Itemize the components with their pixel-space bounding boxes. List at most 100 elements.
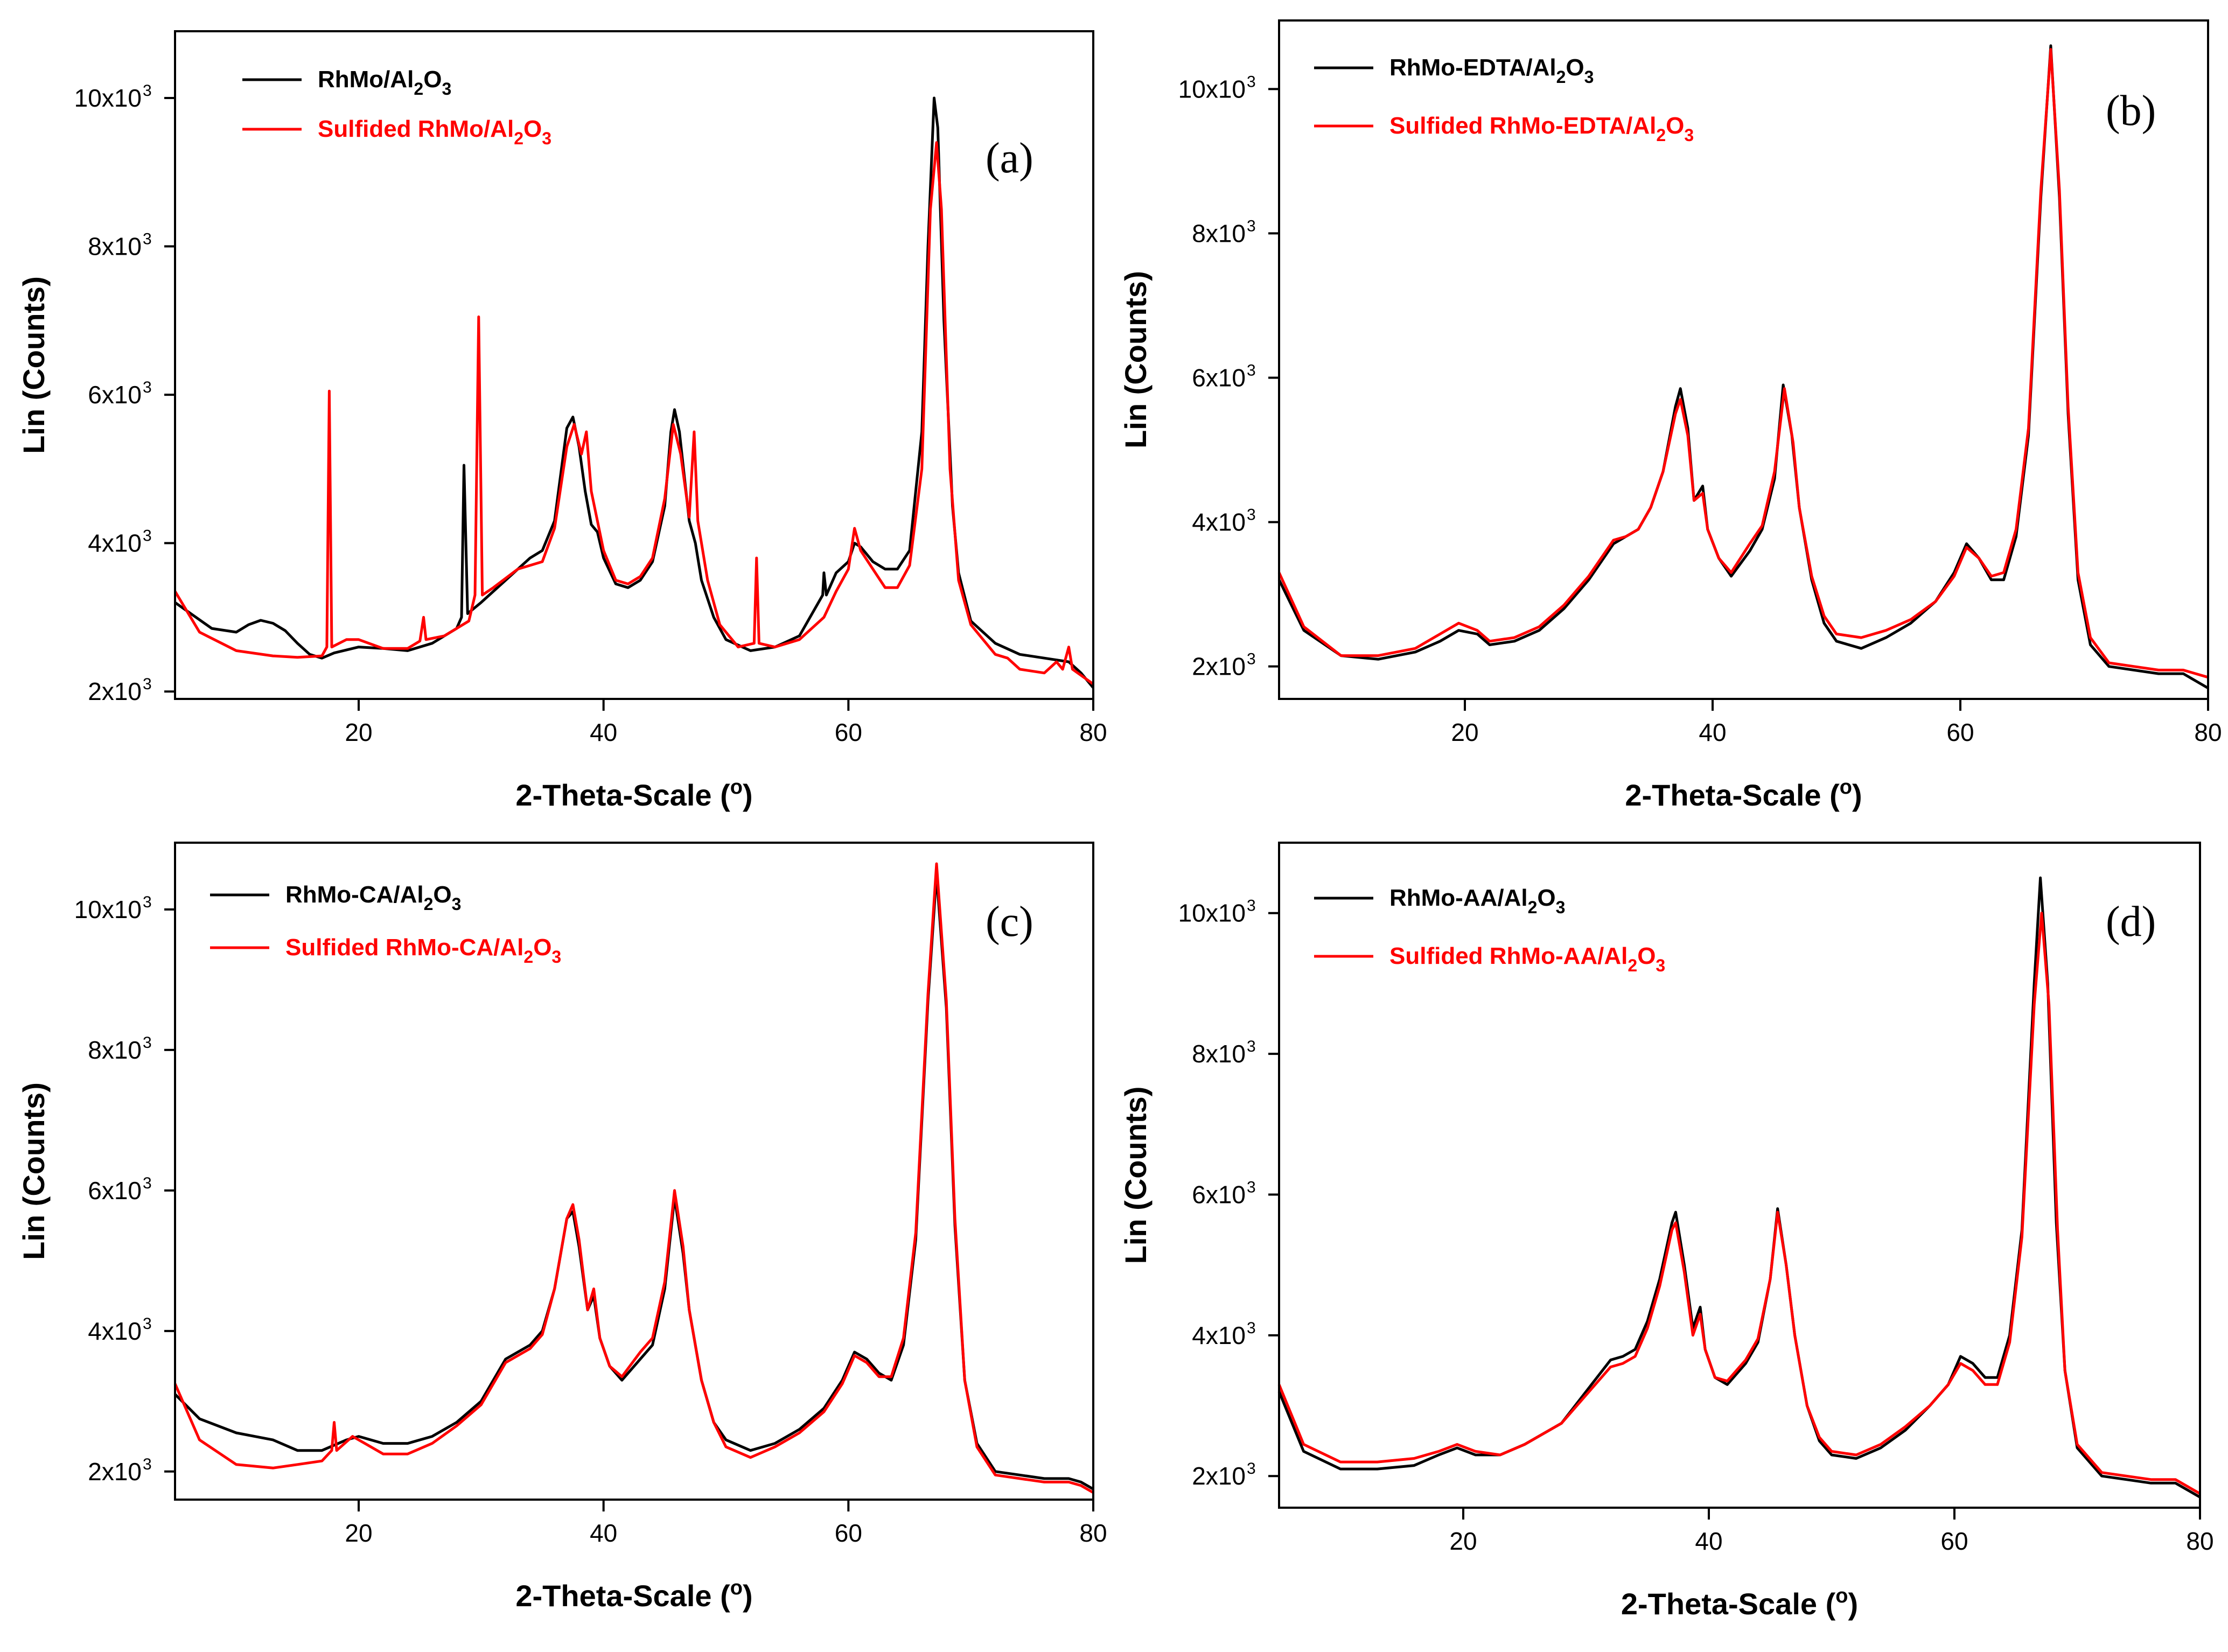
x-axis-title-main: 2-Theta-Scale ( — [515, 1579, 730, 1613]
legend-subscript: 2 — [1656, 125, 1666, 145]
y-tick-mantissa: 6x10 — [88, 381, 142, 409]
x-axis-title-main: 2-Theta-Scale ( — [515, 778, 730, 812]
legend-text: RhMo-CA/Al — [285, 881, 424, 908]
y-tick-exponent: 3 — [1247, 73, 1256, 90]
y-tick-exponent: 3 — [143, 1174, 152, 1192]
y-tick-mantissa: 8x10 — [88, 233, 142, 261]
x-tick-label: 80 — [1079, 1519, 1107, 1547]
y-tick-label: 4x10 — [1192, 1321, 1246, 1349]
y-tick-mantissa: 4x10 — [88, 1317, 142, 1345]
x-axis-title-main: 2-Theta-Scale ( — [1625, 778, 1840, 812]
legend-text: O — [423, 66, 442, 93]
y-tick-label: 4x10 — [1192, 508, 1246, 536]
legend-text: O — [1666, 113, 1684, 139]
x-axis-title-degree: o — [1840, 776, 1852, 799]
y-tick-exponent: 3 — [143, 230, 152, 248]
y-tick-exponent: 3 — [1247, 897, 1256, 915]
x-axis-title-end: ) — [743, 778, 753, 812]
plot-frame — [174, 30, 1094, 700]
legend-subscript: 2 — [414, 79, 423, 99]
legend-text: O — [1566, 54, 1584, 81]
y-tick-mantissa: 2x10 — [1192, 653, 1246, 681]
legend-label: Sulfided RhMo-EDTA/Al2O3 — [1389, 113, 1694, 145]
series-line-pristine — [1277, 876, 2201, 1499]
x-tick-label: 80 — [1079, 718, 1107, 746]
x-axis-title-end: ) — [1848, 1587, 1858, 1621]
plot-frame — [174, 842, 1094, 1501]
y-axis-title: Lin (Counts) — [1119, 1087, 1153, 1264]
series-line-sulfided — [173, 862, 1094, 1494]
legend-text: RhMo-EDTA/Al — [1389, 54, 1556, 81]
y-tick-mantissa: 2x10 — [88, 1458, 142, 1486]
y-tick-label: 10x10 — [1178, 75, 1246, 103]
x-axis-title-degree: o — [730, 776, 743, 799]
y-tick-exponent: 3 — [1247, 650, 1256, 668]
y-tick-mantissa: 4x10 — [88, 529, 142, 557]
y-tick-label: 6x10 — [1192, 364, 1246, 392]
legend-label: RhMo-CA/Al2O3 — [285, 881, 461, 914]
x-tick-label: 60 — [1940, 1527, 1968, 1555]
y-axis-title: Lin (Counts) — [17, 1082, 51, 1260]
y-tick-label: 2x10 — [88, 677, 142, 705]
legend-subscript: 3 — [1656, 956, 1665, 975]
series-line-pristine — [174, 873, 1094, 1490]
series-line-pristine — [1277, 44, 2209, 690]
legend-label: Sulfided RhMo-CA/Al2O3 — [285, 934, 561, 967]
y-tick-label: 10x10 — [74, 895, 142, 923]
legend-subscript: 3 — [551, 947, 561, 967]
y-tick-label: 8x10 — [1192, 219, 1246, 247]
series-line-sulfided — [173, 141, 1094, 685]
y-tick-mantissa: 2x10 — [1192, 1462, 1246, 1490]
x-tick-label: 60 — [835, 718, 862, 746]
legend-subscript: 2 — [424, 894, 434, 914]
x-tick-label: 20 — [1451, 718, 1478, 746]
y-tick-exponent: 3 — [143, 893, 152, 911]
y-tick-exponent: 3 — [143, 379, 152, 396]
legend-text: O — [1537, 885, 1555, 911]
y-tick-mantissa: 4x10 — [1192, 1321, 1246, 1349]
legend-text: RhMo-AA/Al — [1389, 885, 1528, 911]
legend-text: Sulfided RhMo-AA/Al — [1389, 943, 1628, 969]
legend-text: O — [523, 116, 542, 142]
y-tick-mantissa: 10x10 — [1178, 899, 1246, 927]
y-tick-mantissa: 6x10 — [1192, 1180, 1246, 1208]
x-axis-title: 2-Theta-Scale (o) — [515, 776, 752, 812]
panel-letter: (b) — [2106, 87, 2156, 135]
y-tick-exponent: 3 — [143, 675, 152, 693]
y-tick-label: 4x10 — [88, 1317, 142, 1345]
y-tick-exponent: 3 — [1247, 217, 1256, 235]
y-tick-exponent: 3 — [1247, 1460, 1256, 1478]
x-axis-title: 2-Theta-Scale (o) — [515, 1577, 752, 1613]
y-axis-title: Lin (Counts) — [17, 276, 51, 454]
x-axis-title-main: 2-Theta-Scale ( — [1621, 1587, 1836, 1621]
legend-text: Sulfided RhMo-EDTA/Al — [1389, 113, 1656, 139]
x-tick-label: 20 — [1449, 1527, 1477, 1555]
panel-letter: (c) — [986, 898, 1033, 946]
y-tick-exponent: 3 — [143, 1315, 152, 1333]
y-tick-mantissa: 2x10 — [88, 677, 142, 705]
y-tick-exponent: 3 — [1247, 362, 1256, 380]
legend-subscript: 2 — [1556, 67, 1566, 87]
x-tick-label: 80 — [2194, 718, 2222, 746]
x-tick-label: 60 — [835, 1519, 862, 1547]
series-line-sulfided — [1277, 912, 2201, 1495]
legend-subscript: 3 — [542, 129, 551, 148]
y-tick-mantissa: 8x10 — [1192, 219, 1246, 247]
x-axis-title: 2-Theta-Scale (o) — [1621, 1585, 1858, 1621]
legend-text: Sulfided RhMo-CA/Al — [285, 934, 523, 961]
legend-label: Sulfided RhMo-AA/Al2O3 — [1389, 943, 1665, 975]
y-tick-label: 8x10 — [1192, 1040, 1246, 1068]
legend-text: RhMo/Al — [318, 66, 414, 93]
y-tick-label: 4x10 — [88, 529, 142, 557]
legend-subscript: 3 — [442, 79, 451, 99]
y-tick-exponent: 3 — [1247, 506, 1256, 524]
legend-subscript: 3 — [1584, 67, 1594, 87]
y-tick-mantissa: 10x10 — [1178, 75, 1246, 103]
y-tick-mantissa: 10x10 — [74, 895, 142, 923]
y-tick-mantissa: 4x10 — [1192, 508, 1246, 536]
